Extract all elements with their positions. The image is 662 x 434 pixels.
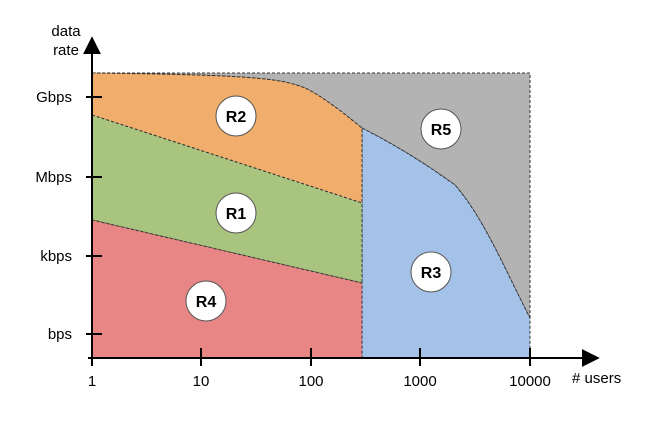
x-tick-label-1000: 1000 — [403, 373, 436, 390]
y-tick-label-gbps: Gbps — [36, 89, 72, 106]
region-r2-area — [91, 72, 363, 204]
region-label-r4: R4 — [185, 280, 227, 322]
svg-text:R5: R5 — [431, 122, 452, 139]
x-tick-label-1: 1 — [88, 373, 96, 390]
y-tick-label-mbps: Mbps — [35, 169, 72, 186]
svg-text:R2: R2 — [226, 109, 247, 126]
region-r3-area — [361, 127, 531, 359]
y-tick-label-bps: bps — [48, 326, 72, 343]
svg-text:R1: R1 — [226, 206, 247, 223]
region-label-r2: R2 — [215, 95, 257, 137]
svg-text:R3: R3 — [421, 265, 442, 282]
y-tick-label-kbps: kbps — [40, 248, 72, 265]
svg-text:R4: R4 — [196, 294, 217, 311]
region-label-r5: R5 — [420, 108, 462, 150]
y-axis-title-line2: rate — [53, 42, 79, 59]
x-tick-label-10000: 10000 — [509, 373, 551, 390]
y-axis-title-line1: data — [51, 23, 81, 40]
x-tick-label-10: 10 — [193, 373, 210, 390]
x-axis-title: # users — [572, 370, 621, 387]
region-label-r1: R1 — [215, 192, 257, 234]
region-label-r3: R3 — [410, 251, 452, 293]
x-tick-label-100: 100 — [298, 373, 323, 390]
